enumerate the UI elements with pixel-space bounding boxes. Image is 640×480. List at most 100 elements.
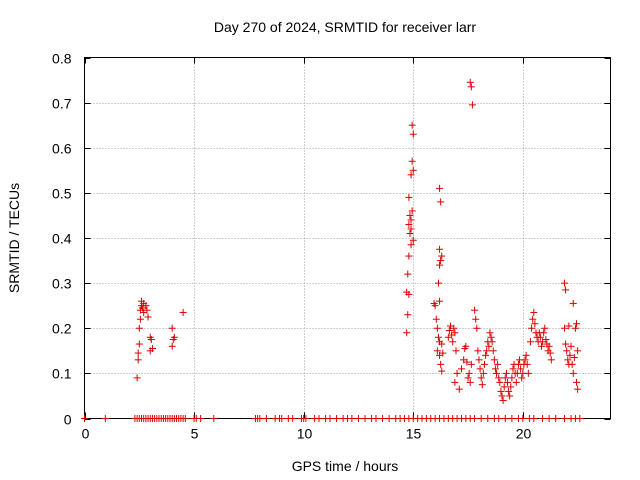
data-point [474,347,482,355]
chart-title: Day 270 of 2024, SRMTID for receiver lar… [214,19,477,35]
data-point [406,211,414,219]
data-point [494,360,502,368]
data-point [135,340,143,348]
data-point [437,360,445,368]
data-point [438,367,446,375]
data-point [501,374,509,382]
data-point [483,347,491,355]
data-point [142,302,150,310]
data-point [512,378,520,386]
data-point [133,374,141,382]
data-point [434,279,442,287]
data-point [436,261,444,269]
data-point [573,378,581,386]
data-point [472,315,480,323]
data-point [437,198,445,206]
data-point [134,356,142,364]
data-point [493,369,501,377]
data-point [475,356,483,364]
data-point [508,415,516,422]
data-point [197,415,205,422]
data-point [135,324,143,332]
data-point [560,324,568,332]
data-point [566,351,574,359]
data-point [491,365,499,373]
data-point [463,358,471,366]
data-point [434,333,442,341]
data-point [530,415,538,422]
data-point [439,349,447,357]
data-point [471,415,479,422]
data-point [537,342,545,350]
data-point [405,220,413,228]
data-point [405,252,413,260]
data-point [348,415,356,422]
data-point [473,324,481,332]
y-tick-label: 0 [64,412,72,428]
y-tick-label: 0.6 [52,141,72,157]
data-point [479,369,487,377]
data-point [404,270,412,278]
data-point [168,324,176,332]
data-point [529,315,537,323]
y-tick-label: 0.1 [52,366,72,382]
data-point [518,374,526,382]
y-tick-label: 0.5 [52,186,72,202]
data-point [562,286,570,294]
data-point [466,78,474,86]
data-point [570,354,578,362]
data-point [361,415,369,422]
x-tick-label: 10 [297,426,313,442]
data-point [101,415,109,422]
data-point [478,381,486,389]
data-point [552,415,560,422]
data-point [354,415,362,422]
y-tick-label: 0.7 [52,96,72,112]
data-point [482,351,490,359]
x-tick-label: 0 [82,426,90,442]
data-point [501,415,509,422]
data-point [457,365,465,373]
data-point [406,229,414,237]
data-point [567,342,575,350]
data-point [564,356,572,364]
data-point [465,369,473,377]
data-point [409,236,417,244]
data-point [536,333,544,341]
data-point [569,299,577,307]
data-point [438,340,446,348]
data-point [505,387,513,395]
data-point [573,320,581,328]
data-point [500,383,508,391]
data-point [498,392,506,400]
data-point [168,342,176,350]
data-point [181,415,189,422]
data-point [179,308,187,316]
data-point [484,415,492,422]
data-point [333,415,341,422]
data-point [136,315,144,323]
data-point [545,415,553,422]
data-point [542,336,550,344]
data-point [278,415,286,422]
data-point [408,207,416,215]
data-point [170,333,178,341]
data-point [452,347,460,355]
data-point [502,369,510,377]
data-point [408,157,416,165]
grid [84,57,611,419]
data-point [490,356,498,364]
data-point [436,245,444,253]
data-point [530,308,538,316]
y-axis-title: SRMTID / TECUs [6,183,22,293]
data-point [385,415,393,422]
data-point [565,322,573,330]
data-point [476,365,484,373]
data-point [560,415,568,422]
data-point [477,374,485,382]
data-point [524,369,532,377]
data-point [467,360,475,368]
data-point [379,415,387,422]
data-point [503,378,511,386]
